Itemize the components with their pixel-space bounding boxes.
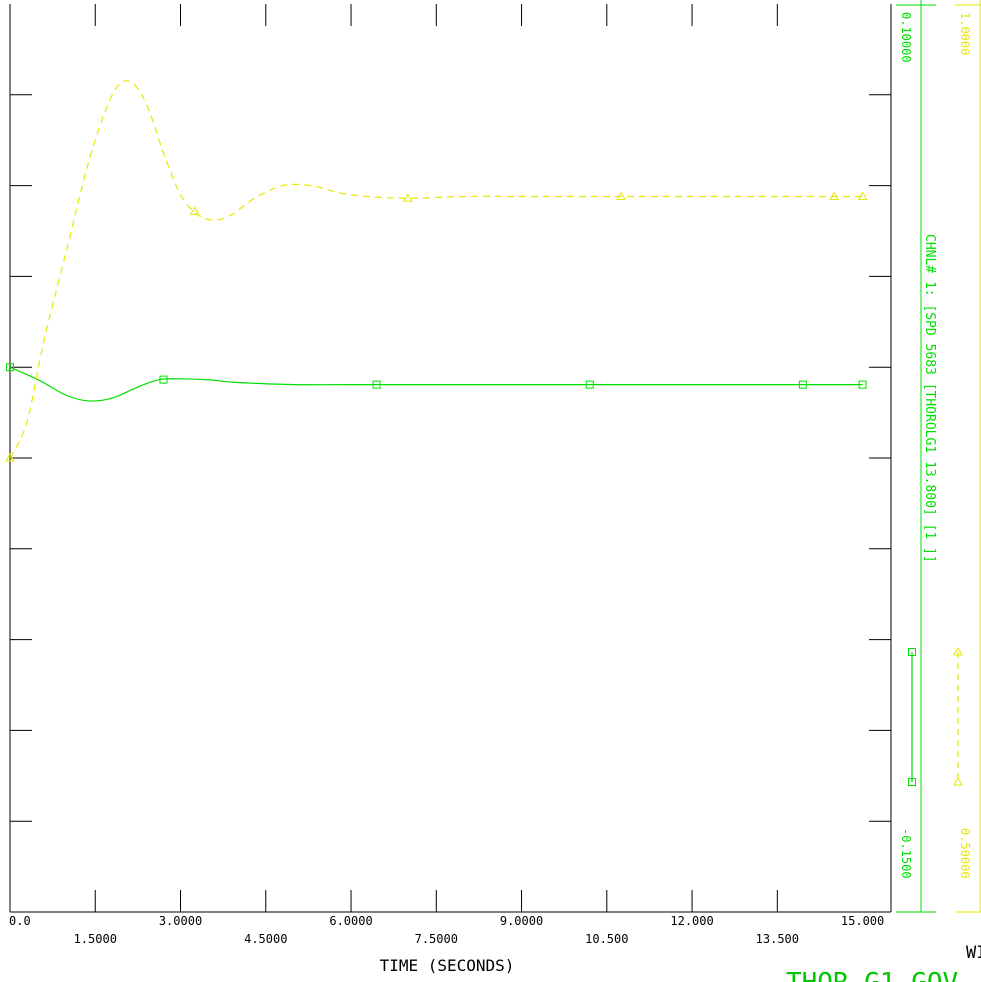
x-axis-title: TIME (SECONDS) xyxy=(380,956,515,975)
channel-1-legend-marker xyxy=(908,648,916,656)
series-1-marker xyxy=(798,380,807,389)
footer-line-2: THOR G1 GOV xyxy=(786,968,958,982)
series-2-marker xyxy=(857,191,868,200)
x-tick-label: 15.000 xyxy=(841,914,884,928)
plot-frame xyxy=(9,4,892,913)
channel-2-top-value: 1.0000 xyxy=(958,12,972,55)
legend: CHNL# 1: [SPD 5683 [THOROLG1 13.800] [1 … xyxy=(908,234,963,786)
x-tick-label: 3.0000 xyxy=(159,914,202,928)
channel-2-legend-marker xyxy=(953,776,963,786)
channel-1-legend-marker xyxy=(908,778,916,786)
channel-1-bottom-value: -0.1500 xyxy=(899,828,913,879)
series-1-line xyxy=(9,366,863,402)
x-tick-label: 10.500 xyxy=(585,932,628,946)
channel-2-legend-marker xyxy=(953,646,963,656)
x-tick-label: 1.5000 xyxy=(74,932,117,946)
series-2-marker xyxy=(189,206,200,215)
series-1-marker xyxy=(372,380,381,389)
channel-1-top-value: 0.10000 xyxy=(899,12,913,63)
x-tick-label: 9.0000 xyxy=(500,914,543,928)
x-tick-label: 13.500 xyxy=(756,932,799,946)
series-1-marker xyxy=(585,380,594,389)
series-2-marker xyxy=(616,191,626,200)
footer-line-1: WI xyxy=(966,943,981,963)
series-layer xyxy=(5,80,868,462)
series-2-marker xyxy=(829,191,840,200)
x-tick-label: 6.0000 xyxy=(329,914,372,928)
series-2-marker xyxy=(5,452,15,462)
x-tick-label: 0.0 xyxy=(9,914,31,928)
series-1-marker xyxy=(6,363,14,372)
channel-2-bottom-value: 0.50000 xyxy=(958,828,972,879)
series-1-marker xyxy=(858,380,867,389)
x-tick-label: 4.5000 xyxy=(244,932,287,946)
x-tick-label: 12.000 xyxy=(670,914,713,928)
series-2-marker xyxy=(403,193,413,202)
series-2-line xyxy=(9,80,863,459)
channel-1-label: CHNL# 1: [SPD 5683 [THOROLG1 13.800] [1 … xyxy=(922,234,937,563)
y-axis-labels: 0.10000 -0.1500 1.0000 0.50000 xyxy=(896,0,981,913)
x-axis-ticks: 0.0 1.5000 3.0000 4.5000 6.0000 7.5000 9.0000 1… xyxy=(9,4,884,946)
series-1-marker xyxy=(159,375,168,384)
x-tick-label: 7.5000 xyxy=(415,932,458,946)
